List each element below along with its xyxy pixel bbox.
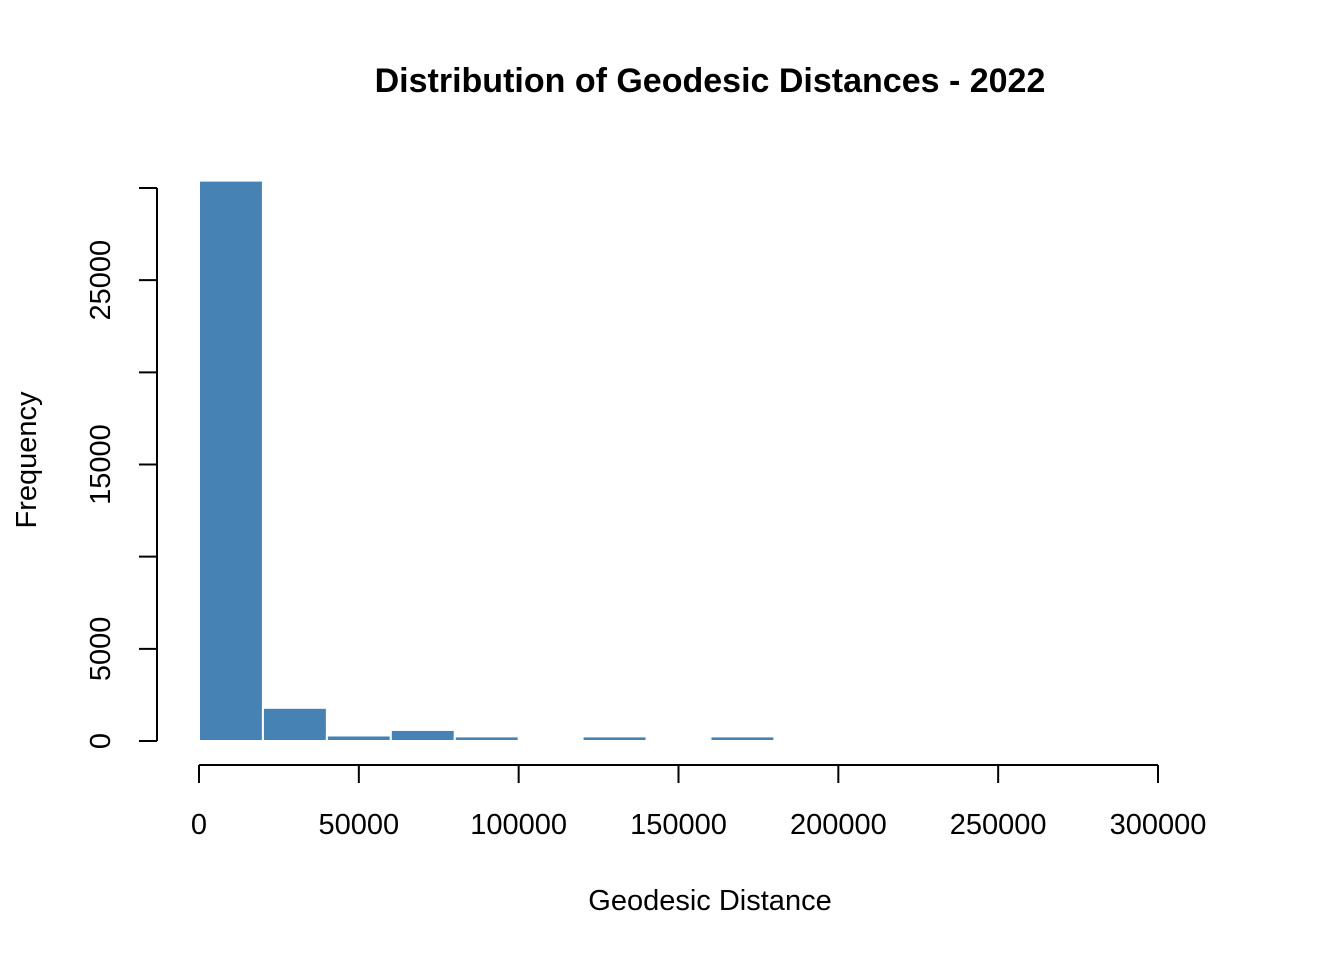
histogram-bar	[198, 179, 264, 743]
y-tick-label: 25000	[85, 240, 117, 321]
x-tick-label: 0	[191, 809, 207, 841]
x-tick-label: 150000	[630, 809, 727, 841]
bars-group	[198, 179, 776, 743]
y-axis-label: Frequency	[11, 391, 43, 529]
x-tick-label: 50000	[319, 809, 400, 841]
histogram-bar	[261, 706, 328, 743]
x-tick-label: 250000	[950, 809, 1047, 841]
y-tick-label: 15000	[85, 424, 117, 505]
y-tick-label: 0	[85, 733, 117, 749]
y-tick-label: 5000	[85, 617, 117, 682]
x-tick-label: 100000	[470, 809, 567, 841]
histogram-bar	[389, 728, 456, 743]
x-axis: 0 50000 100000 150000 200000 250000 300000	[191, 764, 1207, 841]
histogram-bar	[581, 735, 648, 742]
histogram-bar	[709, 735, 776, 742]
y-axis: 0 5000 15000 25000	[85, 187, 158, 749]
histogram-bar	[325, 734, 392, 742]
chart-title: Distribution of Geodesic Distances - 202…	[375, 62, 1046, 100]
x-axis-label: Geodesic Distance	[588, 885, 831, 917]
x-tick-label: 300000	[1110, 809, 1207, 841]
histogram-bar	[453, 735, 520, 742]
x-tick-label: 200000	[790, 809, 887, 841]
